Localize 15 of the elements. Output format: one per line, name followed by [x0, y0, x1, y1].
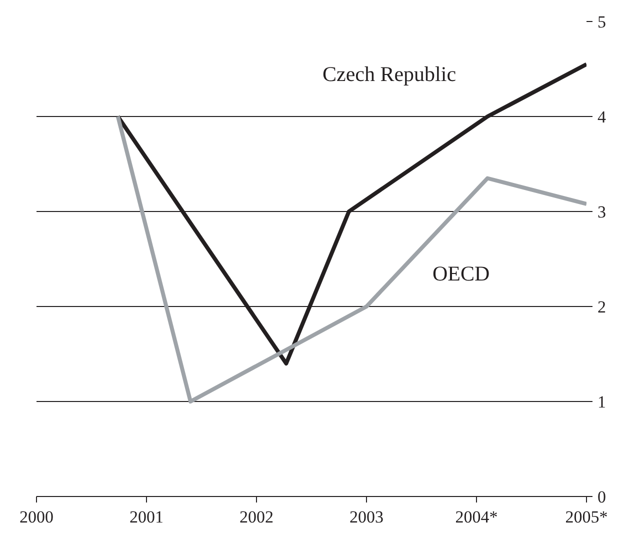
x-tick-label: 2001: [130, 508, 164, 526]
x-tick-label: 2000: [20, 508, 54, 526]
y-tick-label: 5: [598, 12, 606, 32]
series-label: OECD: [432, 261, 490, 286]
y-tick-label: 4: [598, 108, 606, 126]
x-tick-label: 2004*: [455, 508, 498, 526]
line-series: [116, 114, 586, 404]
y-tick-label: 0: [598, 488, 606, 506]
text: Czech Republic: [322, 62, 456, 86]
x-tick-label: 2003: [350, 508, 384, 526]
y-tick-label: 3: [598, 202, 606, 222]
x-tick-label: 2005*: [565, 508, 608, 526]
x-tick-label: 2002: [240, 508, 274, 526]
y-tick-label: 2: [598, 298, 606, 316]
y-tick-label: 1: [598, 392, 606, 412]
